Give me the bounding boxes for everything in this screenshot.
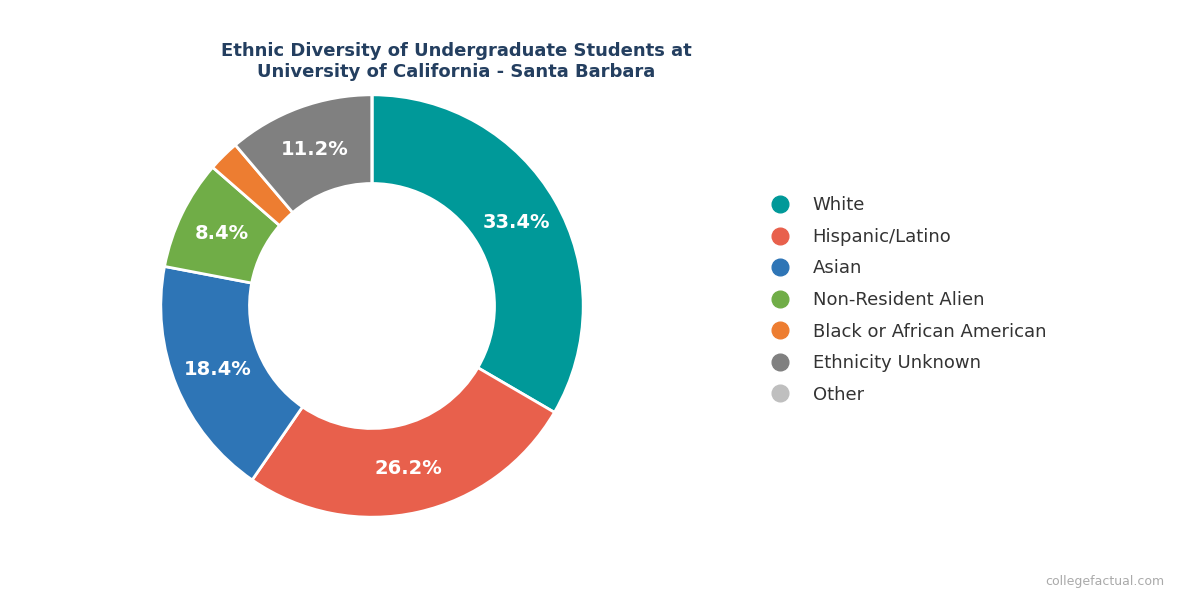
Text: Ethnic Diversity of Undergraduate Students at
University of California - Santa B: Ethnic Diversity of Undergraduate Studen… (221, 42, 691, 81)
Text: 8.4%: 8.4% (194, 224, 248, 242)
Text: 26.2%: 26.2% (374, 460, 443, 478)
Legend: White, Hispanic/Latino, Asian, Non-Resident Alien, Black or African American, Et: White, Hispanic/Latino, Asian, Non-Resid… (754, 187, 1055, 413)
Text: 11.2%: 11.2% (281, 140, 348, 159)
Wedge shape (252, 368, 554, 517)
Text: 33.4%: 33.4% (482, 214, 551, 232)
Wedge shape (164, 167, 280, 283)
Wedge shape (235, 95, 372, 212)
Wedge shape (212, 145, 293, 226)
Wedge shape (372, 95, 583, 412)
Text: 18.4%: 18.4% (184, 360, 252, 379)
Wedge shape (161, 266, 302, 480)
Text: collegefactual.com: collegefactual.com (1045, 575, 1164, 588)
